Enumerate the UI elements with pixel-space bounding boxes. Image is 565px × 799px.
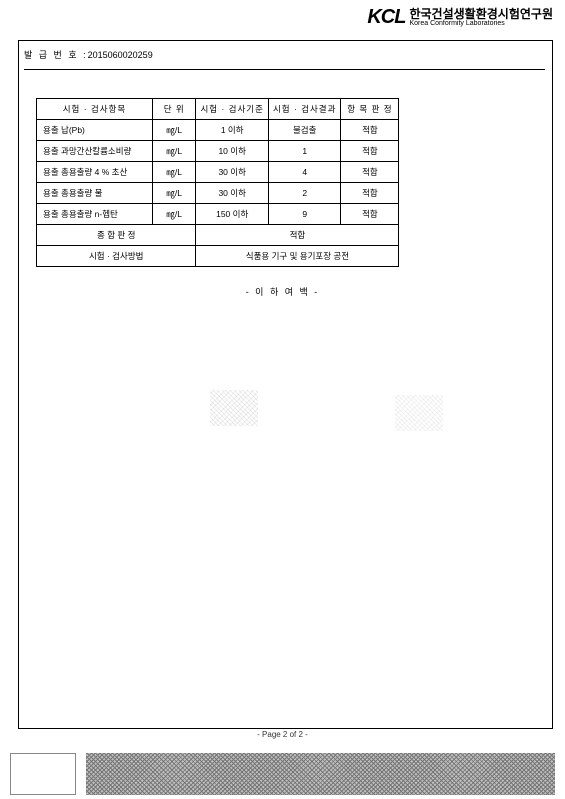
org-block: 한국건설생활환경시험연구원 Korea Conformity Laborator… (409, 8, 553, 28)
table-row: 용출 총용출량 4 % 초산㎎/L30 이하4적합 (37, 162, 399, 183)
overall-row: 종 합 판 정적합 (37, 225, 399, 246)
kcl-logo: KCL (367, 6, 405, 29)
table-col-header: 시험 · 검사항목 (37, 99, 153, 120)
table-col-header: 단 위 (152, 99, 195, 120)
footer (10, 753, 555, 795)
doc-number-label: 발 급 번 호 : (24, 50, 88, 60)
table-cell: 적합 (341, 204, 399, 225)
stamp-mark (395, 395, 443, 431)
org-name-en: Korea Conformity Laboratories (409, 20, 553, 27)
overall-label: 종 합 판 정 (37, 225, 196, 246)
table-cell: 1 (268, 141, 340, 162)
table-cell: 용출 납(Pb) (37, 120, 153, 141)
table-cell: 적합 (341, 120, 399, 141)
method-value: 식품용 기구 및 용기포장 공전 (196, 246, 399, 267)
table-cell: 용출 총용출량 4 % 초산 (37, 162, 153, 183)
method-label: 시험 · 검사방법 (37, 246, 196, 267)
results-table: 시험 · 검사항목단 위시험 · 검사기준시험 · 검사결과항 목 판 정 용출… (36, 98, 399, 267)
table-cell: 적합 (341, 162, 399, 183)
table-cell: 용출 총용출량 물 (37, 183, 153, 204)
table-row: 용출 총용출량 물㎎/L30 이하2적합 (37, 183, 399, 204)
table-cell: 30 이하 (196, 162, 268, 183)
table-row: 용출 납(Pb)㎎/L1 이하불검출적합 (37, 120, 399, 141)
footer-hatch (86, 753, 555, 795)
table-cell: ㎎/L (152, 141, 195, 162)
overall-value: 적합 (196, 225, 399, 246)
table-cell: ㎎/L (152, 183, 195, 204)
table-cell: ㎎/L (152, 120, 195, 141)
table-cell: ㎎/L (152, 204, 195, 225)
table-cell: 불검출 (268, 120, 340, 141)
doc-number-row: 발 급 번 호 :2015060020259 (24, 48, 545, 70)
table-col-header: 시험 · 검사기준 (196, 99, 268, 120)
table-cell: 30 이하 (196, 183, 268, 204)
table-cell: 용출 과망간산칼륨소비량 (37, 141, 153, 162)
table-cell: 10 이하 (196, 141, 268, 162)
org-name-kr: 한국건설생활환경시험연구원 (409, 8, 553, 21)
table-row: 용출 과망간산칼륨소비량㎎/L10 이하1적합 (37, 141, 399, 162)
table-col-header: 항 목 판 정 (341, 99, 399, 120)
doc-number-value: 2015060020259 (88, 50, 153, 60)
table-cell: 용출 총용출량 n-헵탄 (37, 204, 153, 225)
header: KCL 한국건설생활환경시험연구원 Korea Conformity Labor… (367, 6, 553, 29)
footer-box (10, 753, 76, 795)
table-cell: 2 (268, 183, 340, 204)
blank-below-note: - 이 하 여 백 - (0, 285, 565, 298)
table-cell: 4 (268, 162, 340, 183)
table-cell: ㎎/L (152, 162, 195, 183)
table-cell: 150 이하 (196, 204, 268, 225)
table-row: 용출 총용출량 n-헵탄㎎/L150 이하9적합 (37, 204, 399, 225)
table-col-header: 시험 · 검사결과 (268, 99, 340, 120)
method-row: 시험 · 검사방법식품용 기구 및 용기포장 공전 (37, 246, 399, 267)
page-number: - Page 2 of 2 - (0, 730, 565, 739)
table-cell: 1 이하 (196, 120, 268, 141)
stamp-mark (210, 390, 258, 426)
table-cell: 9 (268, 204, 340, 225)
table-cell: 적합 (341, 183, 399, 204)
table-header-row: 시험 · 검사항목단 위시험 · 검사기준시험 · 검사결과항 목 판 정 (37, 99, 399, 120)
table-cell: 적합 (341, 141, 399, 162)
